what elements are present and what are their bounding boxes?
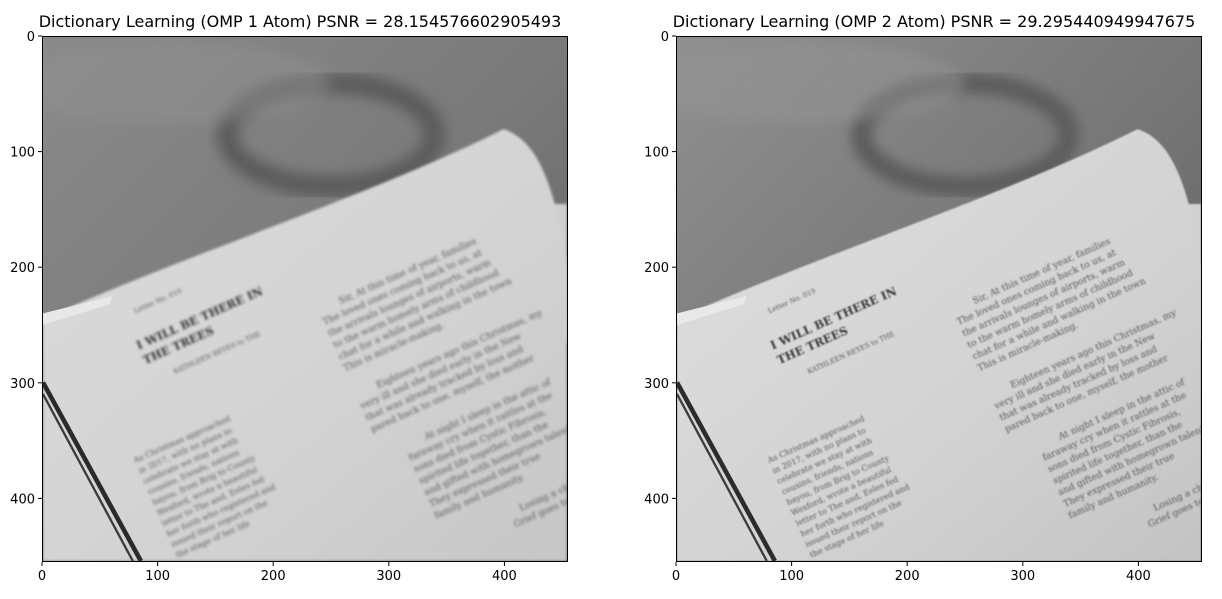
- x-tick-label: 0: [672, 569, 680, 584]
- x-tick-label: 0: [38, 569, 46, 584]
- y-tick-label: 0: [27, 30, 35, 45]
- y-tick-label: 200: [10, 261, 35, 276]
- reconstructed-image: Letter No. 019 I WILL BE THERE IN THE TR…: [43, 37, 567, 561]
- reconstructed-image: Letter No. 019 I WILL BE THERE IN THE TR…: [677, 37, 1201, 561]
- y-tick-label: 300: [10, 377, 35, 392]
- x-tick-label: 100: [779, 569, 804, 584]
- x-tick-label: 300: [376, 569, 401, 584]
- right-subplot: Dictionary Learning (OMP 2 Atom) PSNR = …: [634, 0, 1222, 599]
- y-tick-label: 400: [644, 492, 669, 507]
- image-axes: Letter No. 019 I WILL BE THERE IN THE TR…: [676, 36, 1202, 562]
- x-tick-label: 200: [261, 569, 286, 584]
- y-tick-label: 200: [644, 261, 669, 276]
- x-tick-label: 200: [895, 569, 920, 584]
- y-tick-label: 100: [644, 146, 669, 161]
- image-axes: Letter No. 019 I WILL BE THERE IN THE TR…: [42, 36, 568, 562]
- left-subplot: Dictionary Learning (OMP 1 Atom) PSNR = …: [0, 0, 600, 599]
- x-tick-label: 300: [1010, 569, 1035, 584]
- y-tick-label: 0: [661, 30, 669, 45]
- y-tick-label: 400: [10, 492, 35, 507]
- x-tick-label: 400: [492, 569, 517, 584]
- y-tick-label: 300: [644, 377, 669, 392]
- chart-title: Dictionary Learning (OMP 2 Atom) PSNR = …: [672, 12, 1196, 31]
- x-tick-label: 400: [1126, 569, 1151, 584]
- y-tick-label: 100: [10, 146, 35, 161]
- chart-title: Dictionary Learning (OMP 1 Atom) PSNR = …: [38, 12, 562, 31]
- x-tick-label: 100: [145, 569, 170, 584]
